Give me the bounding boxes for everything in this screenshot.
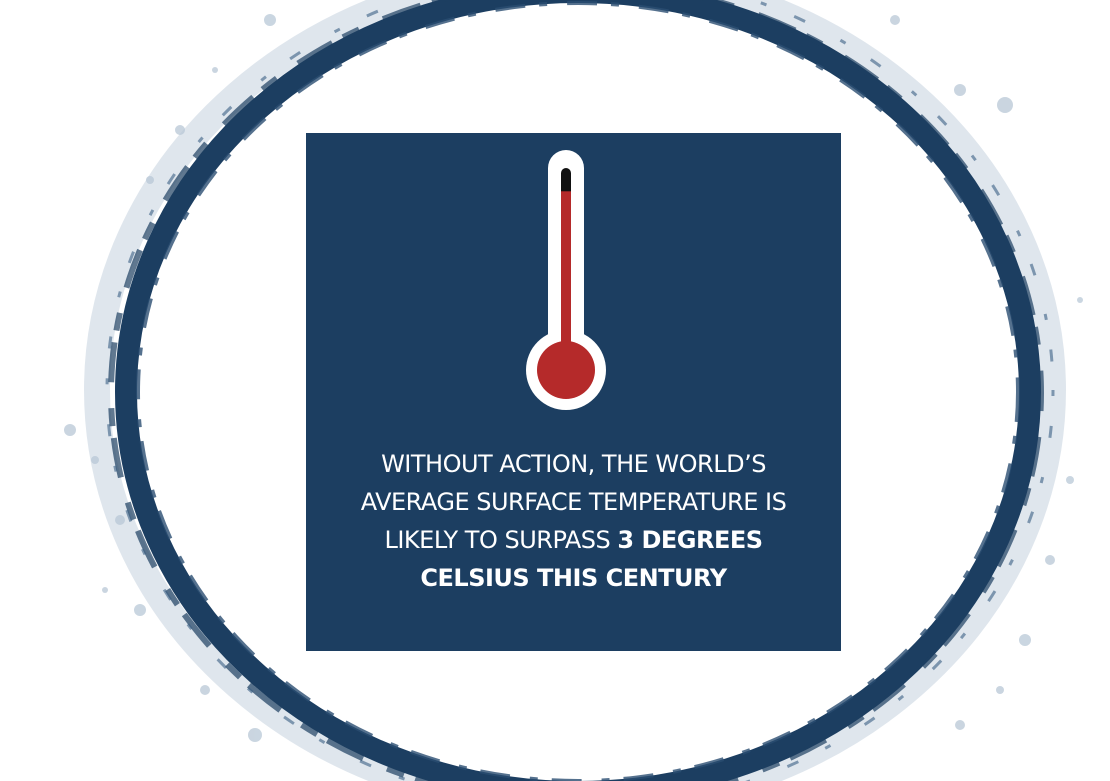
spray-speckles — [64, 14, 1083, 742]
caption-line-3-regular: LIKELY TO SURPASS — [384, 526, 618, 554]
mercury-bulb — [537, 341, 595, 399]
caption-line-1: WITHOUT ACTION, THE WORLD’S — [381, 450, 766, 478]
caption: WITHOUT ACTION, THE WORLD’S AVERAGE SURF… — [306, 445, 841, 597]
caption-line-2: AVERAGE SURFACE TEMPERATURE IS — [360, 488, 787, 516]
caption-line-4-bold: CELSIUS THIS CENTURY — [420, 564, 727, 592]
caption-line-3-bold: 3 DEGREES — [617, 526, 763, 554]
mercury-top — [561, 168, 571, 197]
thermometer-icon — [526, 150, 606, 410]
mercury-column — [561, 191, 571, 362]
info-panel: WITHOUT ACTION, THE WORLD’S AVERAGE SURF… — [306, 133, 841, 651]
